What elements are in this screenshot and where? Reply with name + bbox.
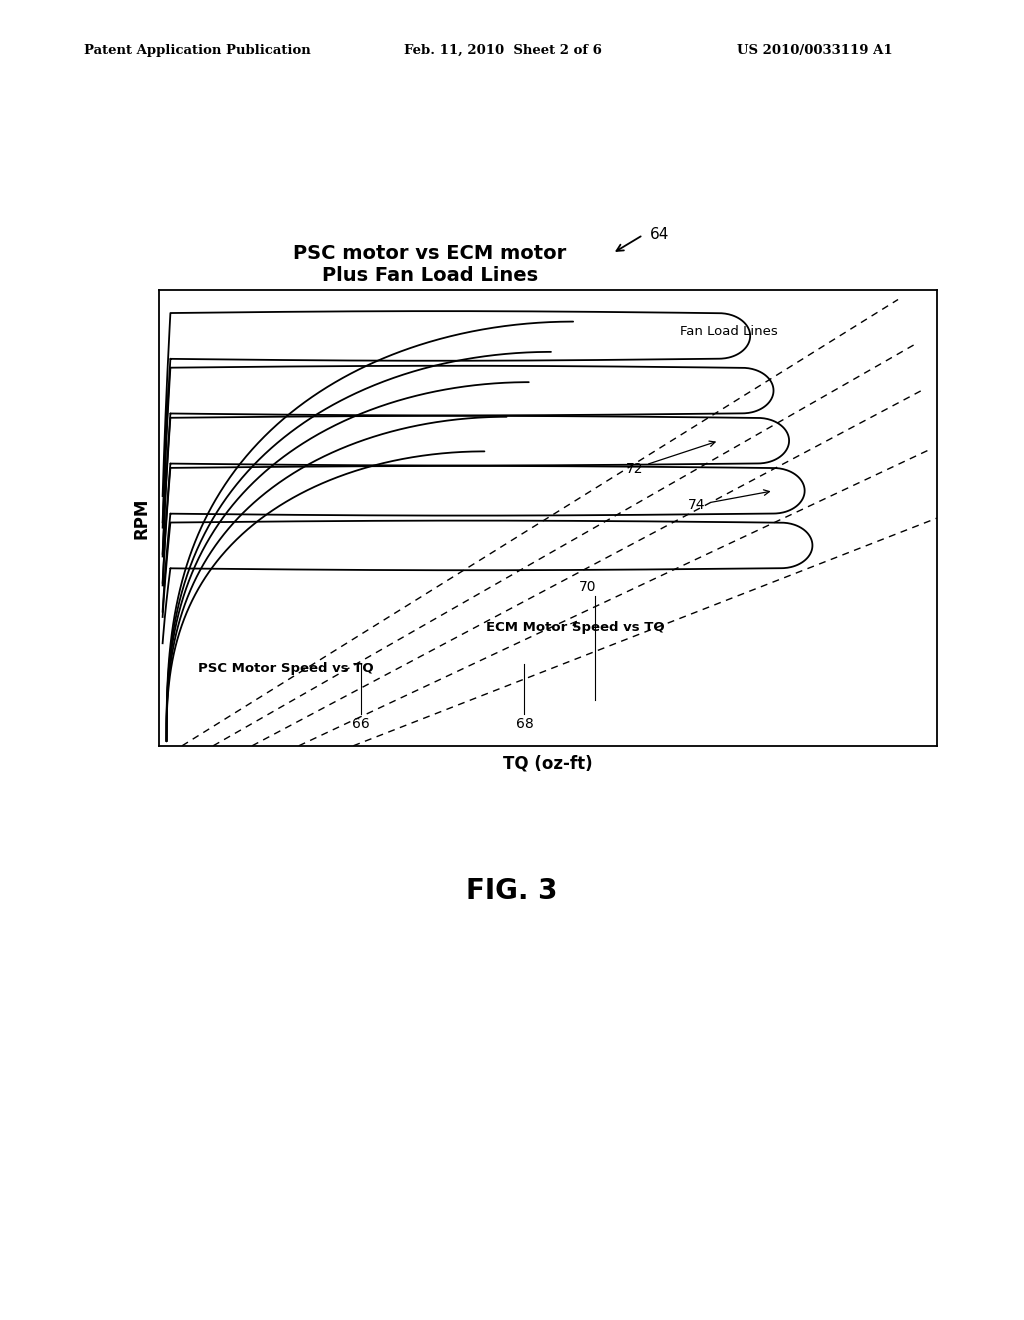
Text: FIG. 3: FIG. 3 bbox=[466, 876, 558, 906]
Text: 66: 66 bbox=[352, 717, 370, 730]
Text: ECM Motor Speed vs TQ: ECM Motor Speed vs TQ bbox=[485, 620, 665, 634]
Text: 68: 68 bbox=[516, 717, 534, 730]
Text: Feb. 11, 2010  Sheet 2 of 6: Feb. 11, 2010 Sheet 2 of 6 bbox=[404, 44, 602, 57]
Y-axis label: RPM: RPM bbox=[132, 498, 151, 539]
Text: 64: 64 bbox=[650, 227, 670, 243]
Text: PSC Motor Speed vs TQ: PSC Motor Speed vs TQ bbox=[198, 661, 374, 675]
Text: 72: 72 bbox=[626, 441, 715, 475]
Text: 70: 70 bbox=[579, 579, 596, 594]
Text: Patent Application Publication: Patent Application Publication bbox=[84, 44, 310, 57]
X-axis label: TQ (oz-ft): TQ (oz-ft) bbox=[503, 754, 593, 772]
Text: Fan Load Lines: Fan Load Lines bbox=[680, 325, 778, 338]
Text: Plus Fan Load Lines: Plus Fan Load Lines bbox=[322, 267, 539, 285]
Text: US 2010/0033119 A1: US 2010/0033119 A1 bbox=[737, 44, 893, 57]
Text: 74: 74 bbox=[688, 490, 769, 512]
Text: PSC motor vs ECM motor: PSC motor vs ECM motor bbox=[294, 244, 566, 263]
